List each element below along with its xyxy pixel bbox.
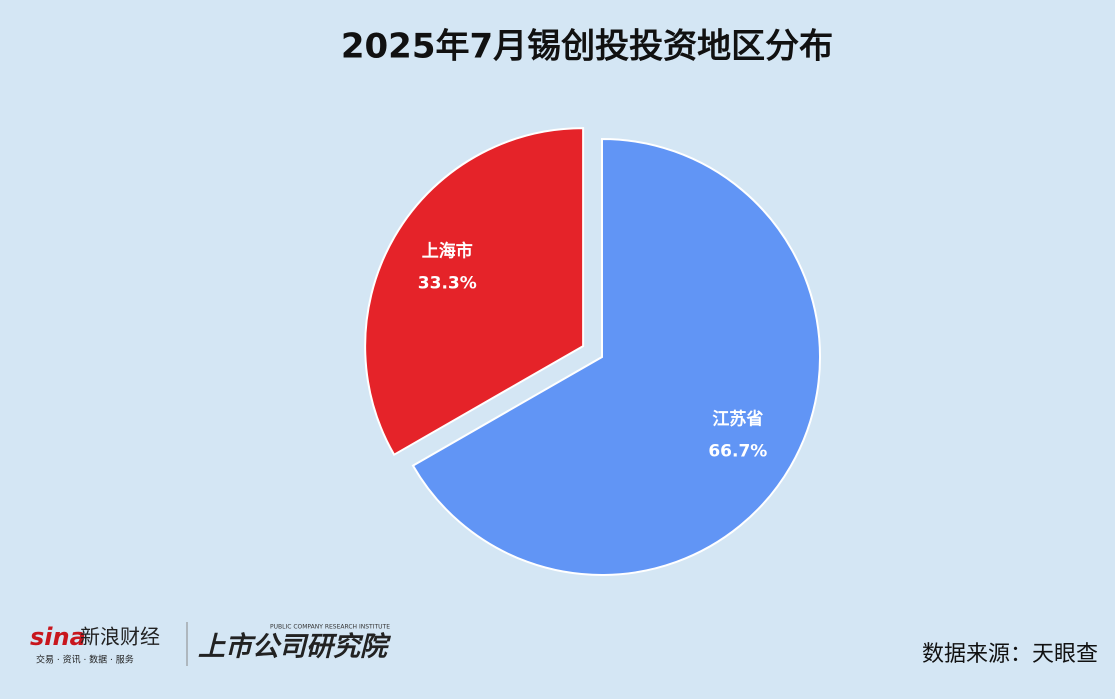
slice-label: 江苏省	[712, 409, 763, 430]
brand-tagline: 交易 · 资讯 · 数据 · 服务	[36, 654, 134, 666]
brand-logo: sina	[30, 623, 86, 651]
value-label: 33.3%	[418, 273, 477, 293]
slice-label: 上海市	[422, 240, 473, 261]
brand-name: 新浪财经	[80, 625, 160, 649]
institute-en: PUBLIC COMPANY RESEARCH INSTITUTE	[270, 624, 390, 631]
institute-name: 上市公司研究院	[198, 632, 392, 663]
source-note: 数据来源：天眼查	[922, 642, 1098, 667]
pie-slice	[364, 127, 585, 457]
value-label: 66.7%	[708, 442, 767, 462]
chart-title: 2025年7月锡创投投资地区分布	[341, 27, 833, 67]
footer: sina 新浪财经 交易 · 资讯 · 数据 · 服务 PUBLIC COMPA…	[30, 622, 1098, 667]
pie-slice	[411, 137, 821, 576]
